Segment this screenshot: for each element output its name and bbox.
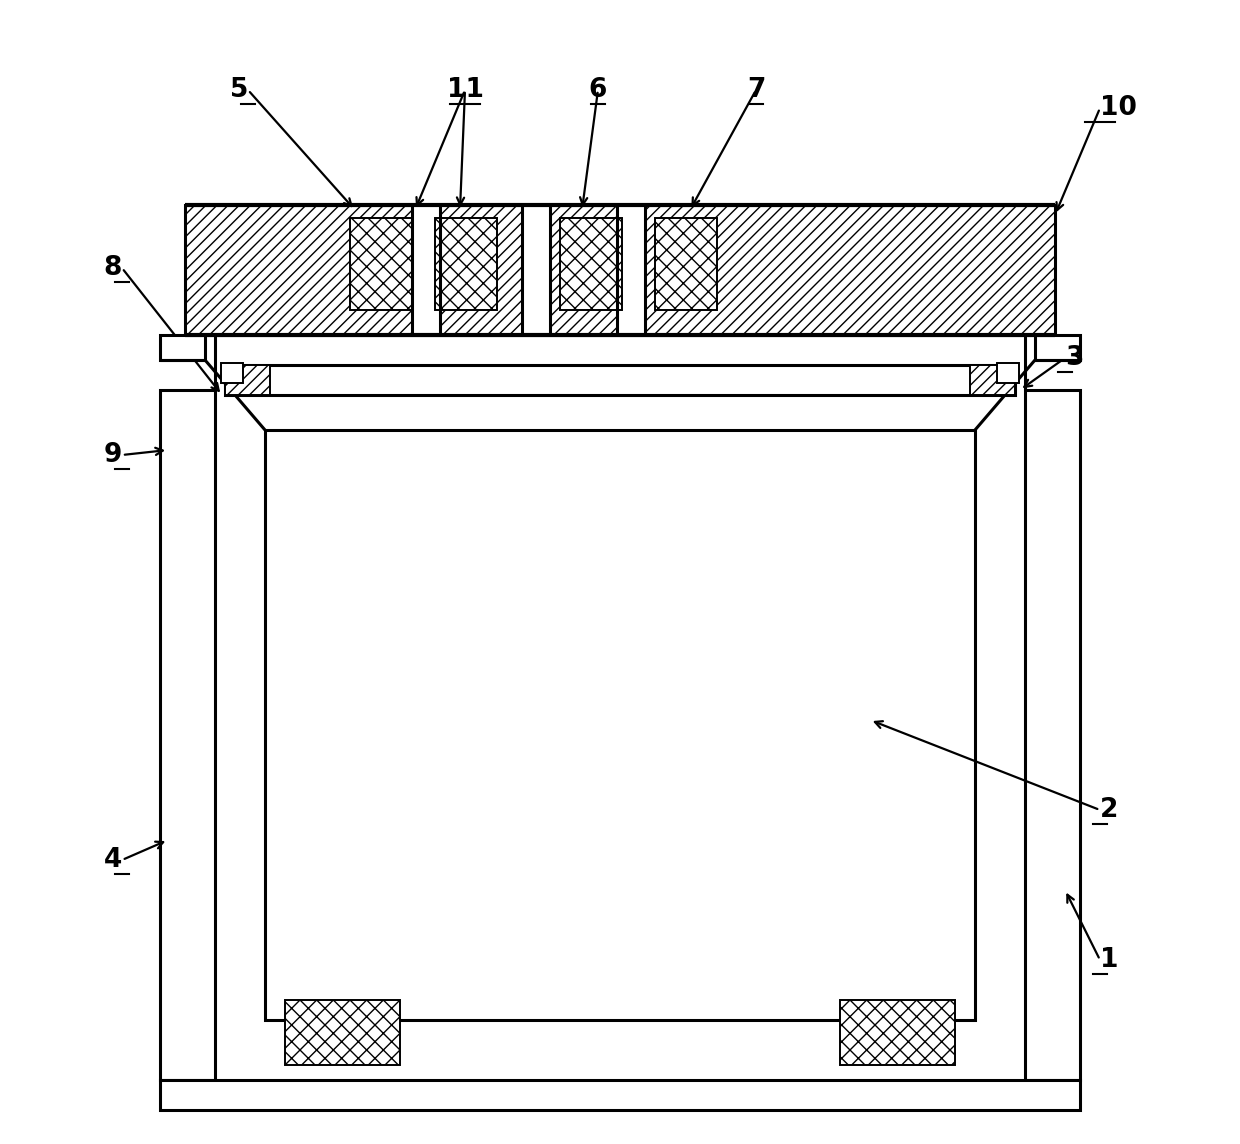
Text: 3: 3: [1065, 345, 1084, 371]
Bar: [160, 1080, 1080, 1110]
Bar: [350, 219, 412, 310]
Bar: [1025, 390, 1080, 1080]
Bar: [185, 205, 1055, 335]
Bar: [160, 335, 205, 360]
Text: 6: 6: [589, 77, 608, 103]
Text: 1: 1: [1100, 947, 1118, 974]
Bar: [221, 363, 243, 383]
Text: 5: 5: [229, 77, 248, 103]
Text: 7: 7: [746, 77, 765, 103]
Bar: [160, 390, 215, 1080]
Bar: [265, 430, 975, 1020]
Bar: [970, 365, 1016, 395]
Bar: [224, 365, 1016, 395]
Bar: [560, 219, 622, 310]
Text: 11: 11: [446, 77, 484, 103]
Text: 4: 4: [104, 847, 122, 873]
Bar: [435, 219, 497, 310]
Bar: [655, 219, 717, 310]
Text: 9: 9: [104, 442, 122, 468]
Bar: [224, 365, 270, 395]
Bar: [997, 363, 1019, 383]
Bar: [618, 205, 645, 335]
Text: 8: 8: [104, 255, 122, 281]
Bar: [412, 205, 440, 335]
Text: 10: 10: [1100, 95, 1137, 121]
Bar: [285, 1000, 401, 1065]
Bar: [839, 1000, 955, 1065]
Text: 2: 2: [1100, 797, 1118, 823]
Bar: [522, 205, 551, 335]
Bar: [1035, 335, 1080, 360]
